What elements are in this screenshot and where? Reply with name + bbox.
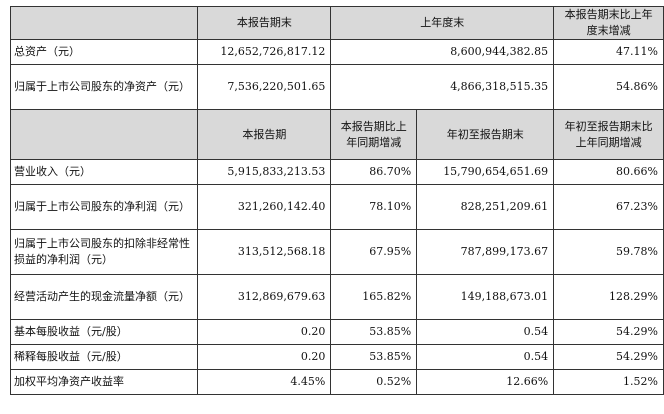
financial-data-table: 本报告期末 上年度末 本报告期末比上年度末增减 总资产（元） 12,652,72… [9,6,664,395]
cell-value: 67.23% [553,184,664,230]
header-cell: 上年度末 [330,6,555,40]
cell-value: 4,866,318,515.35 [330,64,555,110]
header-cell: 年初至报告期末 [416,109,555,160]
row-label: 经营活动产生的现金流量净额（元） [9,274,199,320]
cell-value: 0.20 [197,344,332,370]
cell-value: 321,260,142.40 [197,184,332,230]
row-label: 加权平均净资产收益率 [9,369,199,395]
table-row: 经营活动产生的现金流量净额（元） 312,869,679.63 165.82% … [9,274,664,320]
cell-value: 78.10% [330,184,418,230]
cell-value: 1.52% [553,369,664,395]
cell-value: 0.20 [197,319,332,345]
cell-value: 54.86% [553,64,664,110]
table-row: 归属于上市公司股东的扣除非经常性损益的净利润（元） 313,512,568.18… [9,229,664,275]
row-label: 归属于上市公司股东的扣除非经常性损益的净利润（元） [9,229,199,275]
header-cell: 本报告期末 [197,6,332,40]
row-label: 归属于上市公司股东的净利润（元） [9,184,199,230]
table-row: 加权平均净资产收益率 4.45% 0.52% 12.66% 1.52% [9,369,664,395]
cell-value: 54.29% [553,319,664,345]
table-row: 归属于上市公司股东的净资产（元） 7,536,220,501.65 4,866,… [9,64,664,110]
cell-value: 312,869,679.63 [197,274,332,320]
cell-value: 0.52% [330,369,418,395]
cell-value: 80.66% [553,159,664,185]
cell-value: 53.85% [330,344,418,370]
header-empty-cell [9,109,199,160]
cell-value: 787,899,173.67 [416,229,555,275]
cell-value: 12.66% [416,369,555,395]
header-cell: 本报告期 [197,109,332,160]
header-cell: 年初至报告期末比上年同期增减 [553,109,664,160]
table-row: 基本每股收益（元/股） 0.20 53.85% 0.54 54.29% [9,319,664,345]
row-label: 营业收入（元） [9,159,199,185]
cell-value: 828,251,209.61 [416,184,555,230]
cell-value: 86.70% [330,159,418,185]
cell-value: 5,915,833,213.53 [197,159,332,185]
table-header-row: 本报告期 本报告期比上年同期增减 年初至报告期末 年初至报告期末比上年同期增减 [9,109,664,160]
row-label: 归属于上市公司股东的净资产（元） [9,64,199,110]
table-row: 稀释每股收益（元/股） 0.20 53.85% 0.54 54.29% [9,344,664,370]
cell-value: 53.85% [330,319,418,345]
row-label: 总资产（元） [9,39,199,65]
table-row: 营业收入（元） 5,915,833,213.53 86.70% 15,790,6… [9,159,664,185]
cell-value: 59.78% [553,229,664,275]
header-empty-cell [9,6,199,40]
cell-value: 67.95% [330,229,418,275]
table-row: 归属于上市公司股东的净利润（元） 321,260,142.40 78.10% 8… [9,184,664,230]
cell-value: 313,512,568.18 [197,229,332,275]
cell-value: 128.29% [553,274,664,320]
cell-value: 12,652,726,817.12 [197,39,332,65]
table-header-row: 本报告期末 上年度末 本报告期末比上年度末增减 [9,6,664,40]
cell-value: 47.11% [553,39,664,65]
cell-value: 7,536,220,501.65 [197,64,332,110]
cell-value: 0.54 [416,344,555,370]
row-label: 基本每股收益（元/股） [9,319,199,345]
row-label: 稀释每股收益（元/股） [9,344,199,370]
cell-value: 4.45% [197,369,332,395]
header-cell: 本报告期比上年同期增减 [330,109,418,160]
cell-value: 165.82% [330,274,418,320]
cell-value: 54.29% [553,344,664,370]
cell-value: 8,600,944,382.85 [330,39,555,65]
cell-value: 15,790,654,651.69 [416,159,555,185]
cell-value: 0.54 [416,319,555,345]
table-row: 总资产（元） 12,652,726,817.12 8,600,944,382.8… [9,39,664,65]
cell-value: 149,188,673.01 [416,274,555,320]
header-cell: 本报告期末比上年度末增减 [553,6,664,40]
